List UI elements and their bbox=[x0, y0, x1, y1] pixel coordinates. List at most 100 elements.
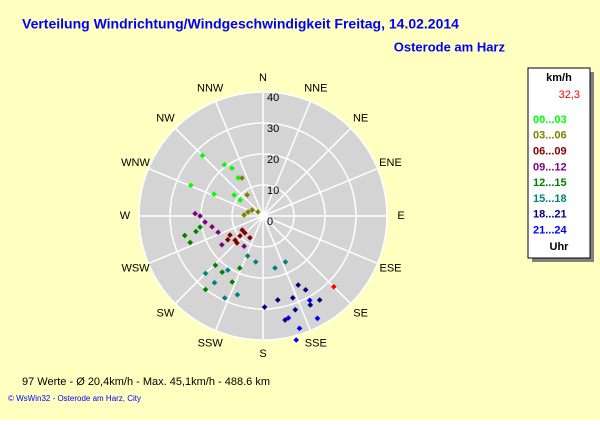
chart-title: Verteilung Windrichtung/Windgeschwindigk… bbox=[22, 16, 459, 32]
legend-label: 12...15 bbox=[533, 177, 567, 189]
data-point bbox=[241, 243, 247, 250]
legend-label: 03...06 bbox=[533, 130, 567, 142]
data-point bbox=[192, 210, 198, 217]
radial-line bbox=[262, 215, 378, 265]
data-point bbox=[307, 302, 314, 308]
data-point bbox=[236, 265, 243, 271]
data-point bbox=[241, 212, 247, 218]
data-point bbox=[272, 265, 278, 271]
radial-line bbox=[262, 215, 312, 331]
data-point bbox=[237, 233, 243, 239]
data-point bbox=[293, 337, 300, 343]
data-point bbox=[221, 295, 228, 301]
legend-title: km/h bbox=[546, 72, 572, 84]
data-point bbox=[197, 213, 203, 219]
data-point bbox=[316, 297, 323, 303]
direction-label: S bbox=[259, 348, 266, 360]
data-point bbox=[314, 315, 321, 322]
data-point bbox=[249, 207, 255, 213]
direction-label: N bbox=[259, 72, 267, 84]
data-point bbox=[245, 209, 251, 215]
data-point bbox=[289, 295, 296, 301]
r-tick-label: 30 bbox=[267, 123, 279, 135]
data-point bbox=[219, 241, 225, 248]
data-point bbox=[229, 165, 235, 171]
data-point bbox=[225, 267, 231, 273]
data-point bbox=[221, 161, 228, 168]
direction-label: W bbox=[120, 210, 131, 222]
direction-label: WSW bbox=[121, 263, 150, 275]
legend-box bbox=[527, 67, 591, 259]
data-point bbox=[239, 175, 245, 181]
data-point bbox=[209, 223, 215, 230]
data-point bbox=[244, 192, 250, 198]
data-point bbox=[224, 236, 231, 243]
data-point bbox=[296, 325, 303, 332]
data-point bbox=[211, 191, 217, 198]
legend-label: 21...24 bbox=[533, 225, 568, 237]
data-point bbox=[202, 270, 209, 277]
direction-label: NW bbox=[156, 112, 175, 124]
data-point bbox=[239, 227, 246, 233]
data-point bbox=[231, 192, 237, 198]
direction-label: ESE bbox=[379, 263, 401, 275]
data-point bbox=[212, 262, 219, 269]
radial-line bbox=[214, 215, 264, 331]
data-point bbox=[235, 174, 242, 181]
data-point bbox=[211, 279, 218, 286]
data-point bbox=[181, 232, 188, 239]
data-point bbox=[237, 197, 243, 203]
radial-line bbox=[262, 101, 312, 217]
direction-label: NNW bbox=[197, 82, 224, 94]
legend-label: 00...03 bbox=[533, 114, 567, 126]
data-point bbox=[202, 286, 209, 293]
r-tick-label: 10 bbox=[267, 185, 279, 197]
data-point bbox=[227, 232, 233, 238]
data-point bbox=[199, 152, 206, 159]
data-point bbox=[282, 259, 289, 265]
radial-line bbox=[174, 215, 264, 305]
copyright: © WsWin32 - Osterode am Harz, City bbox=[8, 394, 141, 403]
legend-label: 15...18 bbox=[533, 193, 567, 205]
direction-label: WNW bbox=[121, 157, 150, 169]
r-tick-label: 0 bbox=[267, 216, 273, 228]
radial-line bbox=[214, 101, 264, 217]
data-point bbox=[219, 269, 226, 276]
data-point bbox=[202, 219, 208, 225]
radial-line bbox=[174, 127, 264, 217]
legend-current: 32,3 bbox=[559, 89, 580, 101]
legend-label: 06...09 bbox=[533, 146, 567, 158]
data-point bbox=[274, 297, 281, 303]
data-point bbox=[197, 224, 203, 230]
data-point bbox=[302, 287, 309, 293]
data-point bbox=[285, 315, 292, 321]
direction-label: ENE bbox=[379, 157, 402, 169]
radial-line bbox=[148, 167, 264, 217]
data-point bbox=[252, 259, 259, 265]
direction-label: SE bbox=[353, 307, 368, 319]
radial-line bbox=[262, 167, 378, 217]
data-point bbox=[247, 234, 253, 241]
direction-label: NNE bbox=[304, 82, 327, 94]
radial-line bbox=[262, 127, 352, 217]
data-point bbox=[234, 240, 240, 246]
chart-subtitle: Osterode am Harz bbox=[394, 39, 506, 54]
direction-label: NE bbox=[353, 112, 368, 124]
data-point bbox=[261, 304, 268, 310]
direction-label: SW bbox=[157, 307, 175, 319]
data-point bbox=[292, 306, 299, 313]
direction-label: SSW bbox=[198, 337, 224, 349]
legend-footer: Uhr bbox=[550, 241, 570, 253]
direction-label: SSE bbox=[305, 337, 327, 349]
data-point bbox=[306, 297, 313, 304]
data-point bbox=[234, 291, 241, 298]
data-point bbox=[244, 253, 251, 259]
legend-label: 18...21 bbox=[533, 209, 567, 221]
radial-line bbox=[148, 215, 264, 265]
direction-label: E bbox=[397, 210, 404, 222]
data-point bbox=[330, 283, 337, 290]
r-tick-label: 20 bbox=[267, 154, 279, 166]
legend-label: 09...12 bbox=[533, 161, 567, 173]
